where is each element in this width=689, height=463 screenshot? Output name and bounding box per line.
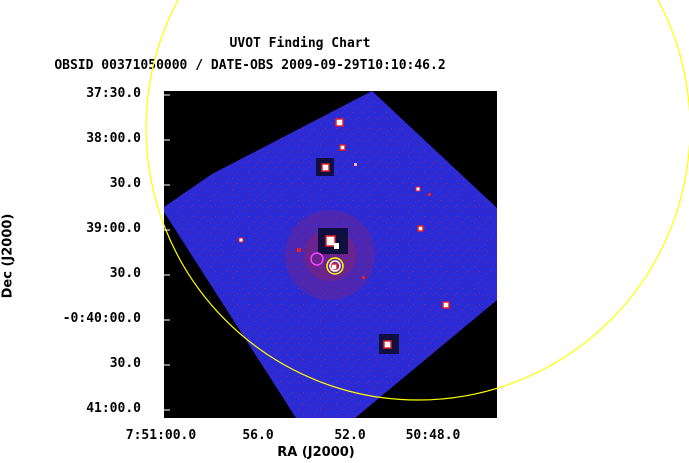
star xyxy=(383,340,392,349)
error-circle xyxy=(145,0,689,401)
star xyxy=(339,144,346,151)
exposure-footprint xyxy=(164,91,497,418)
x-tick-label: 7:51:00.0 xyxy=(125,428,197,443)
y-tick-label: 41:00.0 xyxy=(86,401,141,416)
star xyxy=(334,243,339,249)
star xyxy=(321,163,330,172)
y-axis-label: Dec (J2000) xyxy=(0,213,16,299)
source-circle-yellow xyxy=(326,257,344,275)
x-tick-label: 50:48.0 xyxy=(405,428,461,443)
y-tick-label: 30.0 xyxy=(109,356,141,371)
star xyxy=(330,263,338,271)
x-tick-label: 52.0 xyxy=(334,428,366,443)
star xyxy=(415,186,421,192)
point-sources xyxy=(238,118,450,349)
star xyxy=(325,235,336,247)
y-tick-label: 30.0 xyxy=(109,266,141,281)
x-axis-label: RA (J2000) xyxy=(277,445,355,460)
axis-ticks xyxy=(164,94,170,411)
star xyxy=(442,301,450,309)
y-tick-label: 37:30.0 xyxy=(86,86,141,101)
star xyxy=(354,163,357,166)
star xyxy=(238,237,244,243)
y-tick-label: 39:00.0 xyxy=(86,221,141,236)
source-circle-white xyxy=(329,260,341,272)
central-halo xyxy=(285,210,375,300)
x-tick-label: 56.0 xyxy=(242,428,274,443)
source-circle-magenta xyxy=(310,252,324,266)
star xyxy=(335,118,344,127)
star xyxy=(428,193,431,196)
star xyxy=(297,248,301,252)
y-tick-label: 30.0 xyxy=(109,176,141,191)
y-tick-label: -0:40:00.0 xyxy=(62,311,141,326)
y-tick-label: 38:00.0 xyxy=(86,131,141,146)
star xyxy=(417,225,424,232)
chart-title: UVOT Finding Chart xyxy=(229,36,371,51)
star xyxy=(362,276,365,279)
